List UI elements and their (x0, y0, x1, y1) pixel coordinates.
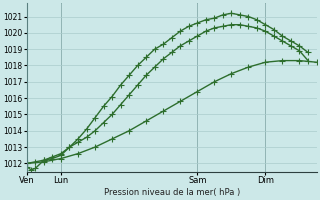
X-axis label: Pression niveau de la mer( hPa ): Pression niveau de la mer( hPa ) (104, 188, 240, 197)
